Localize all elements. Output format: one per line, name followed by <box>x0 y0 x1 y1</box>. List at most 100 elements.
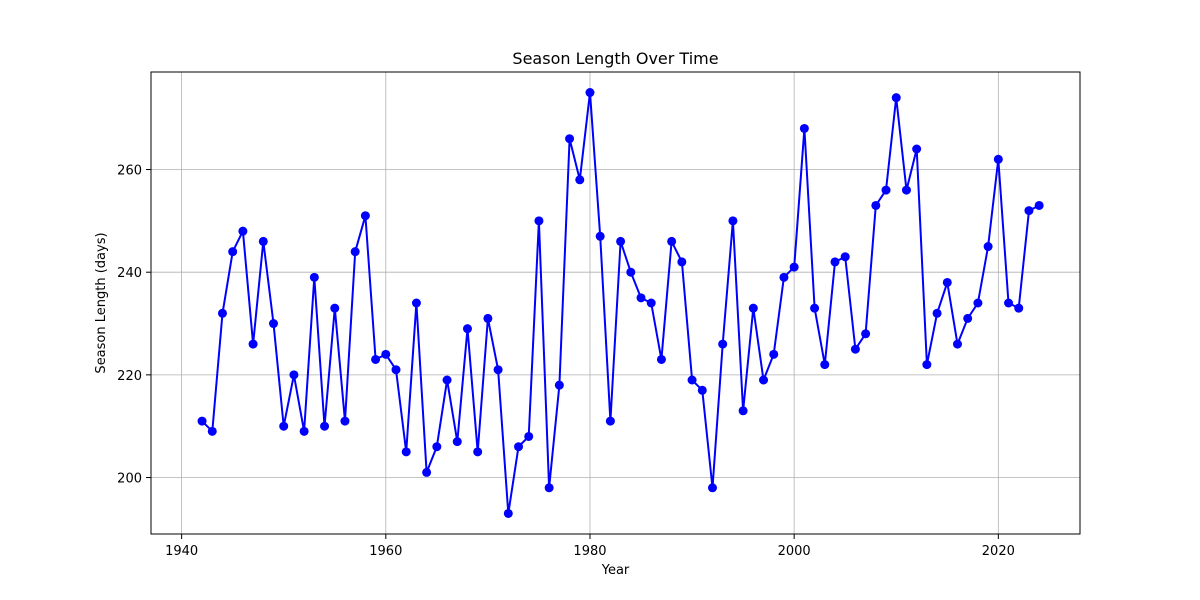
data-point <box>718 339 728 349</box>
data-point <box>616 236 626 246</box>
data-point <box>942 277 952 287</box>
data-point <box>605 416 615 426</box>
data-point <box>534 216 544 226</box>
data-point <box>799 123 809 133</box>
data-point <box>932 308 942 318</box>
data-point <box>626 267 636 277</box>
data-point <box>922 360 932 370</box>
data-point <box>585 88 595 98</box>
data-point <box>1034 200 1044 210</box>
data-point <box>1004 298 1014 308</box>
data-point <box>462 324 472 334</box>
data-point <box>1014 303 1024 313</box>
x-tick-label: 1960 <box>369 544 402 559</box>
data-point <box>503 508 513 518</box>
data-point <box>891 93 901 103</box>
data-point <box>391 365 401 375</box>
data-point <box>830 257 840 267</box>
data-point <box>912 144 922 154</box>
data-point <box>707 483 717 493</box>
data-point <box>554 380 564 390</box>
data-point <box>738 406 748 416</box>
data-point <box>1024 206 1034 216</box>
data-point <box>575 175 585 185</box>
data-point <box>850 344 860 354</box>
data-point <box>289 370 299 380</box>
data-point <box>769 349 779 359</box>
data-point <box>973 298 983 308</box>
data-point <box>493 365 503 375</box>
data-point <box>983 242 993 252</box>
data-point <box>279 421 289 431</box>
data-point <box>360 211 370 221</box>
data-point <box>207 426 217 436</box>
x-tick-label: 2000 <box>778 544 811 559</box>
data-point <box>299 426 309 436</box>
data-point <box>524 431 534 441</box>
data-point <box>963 313 973 323</box>
data-point <box>810 303 820 313</box>
data-point <box>861 329 871 339</box>
data-point <box>381 349 391 359</box>
data-point <box>228 247 238 257</box>
data-point <box>871 200 881 210</box>
grid-lines <box>151 72 1080 534</box>
data-point <box>320 421 330 431</box>
data-series <box>197 88 1044 518</box>
data-point <box>656 354 666 364</box>
data-point <box>258 236 268 246</box>
x-tick-label: 2020 <box>982 544 1015 559</box>
x-tick-label: 1980 <box>573 544 606 559</box>
data-point <box>350 247 360 257</box>
data-point <box>411 298 421 308</box>
data-point <box>565 134 575 144</box>
data-point <box>748 303 758 313</box>
axis-ticks: 1940 1960 1980 2000 2020 200 220 240 260 <box>117 164 1015 559</box>
data-point <box>269 319 279 329</box>
data-point <box>330 303 340 313</box>
data-point <box>544 483 554 493</box>
data-point <box>422 467 432 477</box>
x-axis-title: Year <box>601 563 630 578</box>
data-point <box>789 262 799 272</box>
data-point <box>840 252 850 262</box>
data-point <box>667 236 677 246</box>
data-point <box>432 442 442 452</box>
data-point <box>483 313 493 323</box>
data-point <box>452 437 462 447</box>
data-point <box>677 257 687 267</box>
data-point <box>779 272 789 282</box>
data-point <box>473 447 483 457</box>
y-tick-label: 240 <box>117 266 142 281</box>
data-point <box>442 375 452 385</box>
data-point <box>371 354 381 364</box>
data-point <box>646 298 656 308</box>
data-point <box>759 375 769 385</box>
y-tick-label: 200 <box>117 472 142 487</box>
chart-title: Season Length Over Time <box>512 49 718 68</box>
data-point <box>309 272 319 282</box>
data-point <box>514 442 524 452</box>
data-point <box>636 293 646 303</box>
data-point <box>697 385 707 395</box>
plot-frame <box>150 71 1081 535</box>
data-point <box>238 226 248 236</box>
data-point <box>993 154 1003 164</box>
x-tick-label: 1940 <box>165 544 198 559</box>
data-point <box>248 339 258 349</box>
data-point <box>340 416 350 426</box>
data-point <box>197 416 207 426</box>
data-point <box>952 339 962 349</box>
y-axis-title: Season Length (days) <box>94 232 109 373</box>
y-tick-label: 220 <box>117 369 142 384</box>
data-point <box>901 185 911 195</box>
data-point <box>217 308 227 318</box>
data-point <box>881 185 891 195</box>
data-point <box>687 375 697 385</box>
y-tick-label: 260 <box>117 164 142 179</box>
data-point <box>820 360 830 370</box>
data-point <box>728 216 738 226</box>
data-point <box>401 447 411 457</box>
